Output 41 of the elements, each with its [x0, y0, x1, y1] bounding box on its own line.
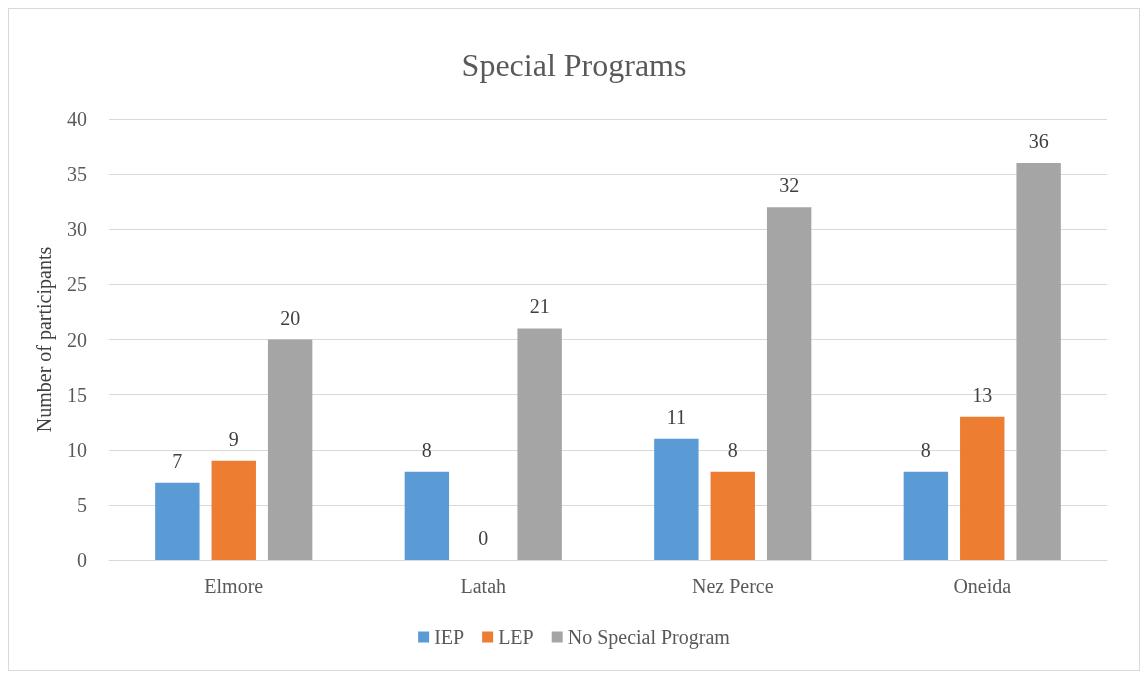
x-tick-label: Oneida: [953, 575, 1012, 597]
data-label: 32: [779, 174, 800, 197]
data-label: 7: [172, 449, 183, 472]
bar: [710, 471, 755, 560]
data-label: 9: [228, 427, 239, 450]
x-tick-label: Nez Perce: [691, 575, 774, 597]
legend-label: No Special Program: [567, 626, 731, 649]
y-tick-label: 10: [67, 438, 87, 461]
legend-label: IEP: [434, 626, 465, 648]
bar: [267, 339, 313, 560]
y-axis-title: Number of participants: [33, 246, 56, 433]
y-tick-label: 5: [77, 493, 87, 516]
x-tick-label: Latah: [460, 575, 507, 597]
bar: [517, 328, 562, 560]
data-label: 13: [972, 383, 993, 406]
data-label: 20: [280, 306, 301, 329]
bar: [766, 207, 812, 560]
legend-label: LEP: [498, 626, 534, 648]
bar: [211, 460, 256, 560]
data-label: 11: [666, 405, 686, 428]
data-label: 8: [727, 438, 738, 461]
y-tick-label: 20: [67, 328, 87, 351]
y-tick-label: 35: [67, 163, 87, 186]
bar: [903, 471, 949, 560]
data-label: 21: [529, 295, 550, 318]
y-tick-label: 0: [77, 549, 87, 571]
data-label: 8: [920, 438, 931, 461]
y-tick-label: 15: [67, 383, 87, 406]
data-label: 0: [478, 527, 489, 549]
bar: [404, 471, 450, 560]
bar: [155, 482, 200, 560]
y-tick-label: 40: [67, 108, 87, 130]
x-tick-label: Elmore: [204, 575, 264, 597]
y-tick-label: 25: [67, 273, 87, 296]
data-label: 8: [421, 438, 432, 461]
bar: [960, 416, 1005, 560]
chart-title: Special Programs: [461, 47, 687, 83]
bar: [1016, 163, 1061, 560]
data-label: 36: [1028, 130, 1049, 153]
y-tick-label: 30: [67, 218, 87, 241]
bar: [654, 438, 699, 560]
